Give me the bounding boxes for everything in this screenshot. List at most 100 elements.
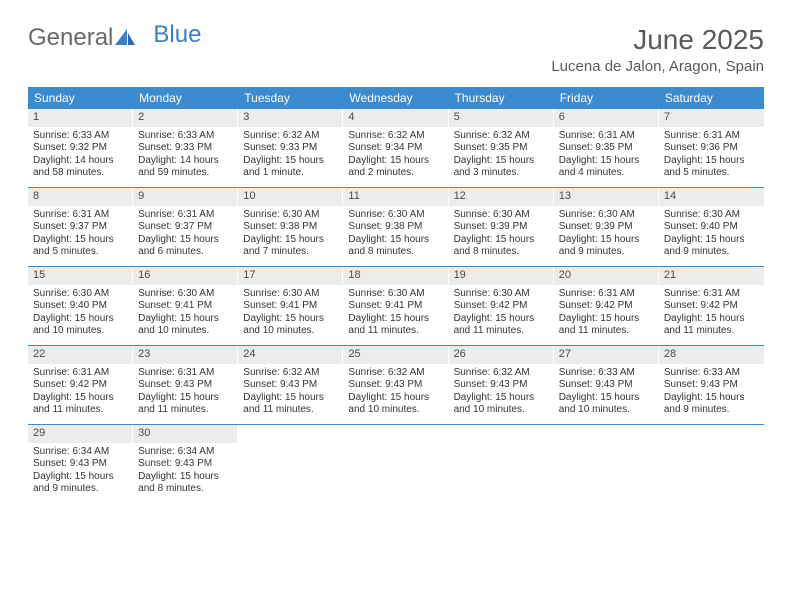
day-body: Sunrise: 6:30 AMSunset: 9:42 PMDaylight:… [449,285,554,344]
sunset-line: Sunset: 9:43 PM [138,458,233,471]
day-number: 14 [659,188,764,206]
week-row: 29Sunrise: 6:34 AMSunset: 9:43 PMDayligh… [28,425,764,503]
day-cell: 24Sunrise: 6:32 AMSunset: 9:43 PMDayligh… [238,346,343,424]
sunset-line: Sunset: 9:37 PM [138,221,233,234]
sunrise-line: Sunrise: 6:32 AM [454,367,549,380]
day-number: 23 [133,346,238,364]
day-number: 12 [449,188,554,206]
day-body: Sunrise: 6:34 AMSunset: 9:43 PMDaylight:… [133,443,238,502]
sunrise-line: Sunrise: 6:30 AM [138,288,233,301]
sunset-line: Sunset: 9:43 PM [243,379,338,392]
daylight-line: Daylight: 15 hours and 5 minutes. [33,234,128,259]
day-cell: 12Sunrise: 6:30 AMSunset: 9:39 PMDayligh… [449,188,554,266]
sunset-line: Sunset: 9:43 PM [664,379,759,392]
day-number: 22 [28,346,133,364]
day-body: Sunrise: 6:31 AMSunset: 9:42 PMDaylight:… [659,285,764,344]
weekday-sat: Saturday [659,87,764,109]
day-body: Sunrise: 6:30 AMSunset: 9:39 PMDaylight:… [554,206,659,265]
sunrise-line: Sunrise: 6:30 AM [664,209,759,222]
logo-text-blue: Blue [153,21,201,49]
week-row: 1Sunrise: 6:33 AMSunset: 9:32 PMDaylight… [28,109,764,188]
sunset-line: Sunset: 9:40 PM [664,221,759,234]
day-body: Sunrise: 6:31 AMSunset: 9:37 PMDaylight:… [28,206,133,265]
day-cell: 17Sunrise: 6:30 AMSunset: 9:41 PMDayligh… [238,267,343,345]
day-cell: 23Sunrise: 6:31 AMSunset: 9:43 PMDayligh… [133,346,238,424]
daylight-line: Daylight: 15 hours and 9 minutes. [664,234,759,259]
daylight-line: Daylight: 15 hours and 5 minutes. [664,155,759,180]
daylight-line: Daylight: 15 hours and 8 minutes. [138,471,233,496]
day-body: Sunrise: 6:30 AMSunset: 9:38 PMDaylight:… [343,206,448,265]
day-number: 30 [133,425,238,443]
sunrise-line: Sunrise: 6:32 AM [454,130,549,143]
sunset-line: Sunset: 9:35 PM [559,142,654,155]
day-body: Sunrise: 6:31 AMSunset: 9:37 PMDaylight:… [133,206,238,265]
sunset-line: Sunset: 9:33 PM [138,142,233,155]
day-number: 27 [554,346,659,364]
daylight-line: Daylight: 15 hours and 11 minutes. [559,313,654,338]
day-cell: 22Sunrise: 6:31 AMSunset: 9:42 PMDayligh… [28,346,133,424]
sunrise-line: Sunrise: 6:33 AM [33,130,128,143]
day-number: 5 [449,109,554,127]
day-cell: 4Sunrise: 6:32 AMSunset: 9:34 PMDaylight… [343,109,448,187]
sunrise-line: Sunrise: 6:30 AM [348,209,443,222]
day-body: Sunrise: 6:32 AMSunset: 9:43 PMDaylight:… [449,364,554,423]
sunset-line: Sunset: 9:42 PM [664,300,759,313]
daylight-line: Daylight: 15 hours and 11 minutes. [454,313,549,338]
day-number: 24 [238,346,343,364]
sunset-line: Sunset: 9:42 PM [559,300,654,313]
logo-text-gray: General [28,24,113,52]
daylight-line: Daylight: 15 hours and 10 minutes. [559,392,654,417]
daylight-line: Daylight: 14 hours and 58 minutes. [33,155,128,180]
sunrise-line: Sunrise: 6:30 AM [348,288,443,301]
sunrise-line: Sunrise: 6:33 AM [559,367,654,380]
header: General Blue June 2025 Lucena de Jalon, … [28,24,764,75]
day-cell: 10 Sunrise: 6:30 AMSunset: 9:38 PMDayligh… [238,188,343,266]
day-cell: 30Sunrise: 6:34 AMSunset: 9:43 PMDayligh… [133,425,238,503]
day-body: Sunrise: 6:30 AMSunset: 9:41 PMDaylight:… [238,285,343,344]
weekday-thu: Thursday [449,87,554,109]
sunrise-line: Sunrise: 6:30 AM [454,288,549,301]
day-cell: 28Sunrise: 6:33 AMSunset: 9:43 PMDayligh… [659,346,764,424]
day-cell: 18Sunrise: 6:30 AMSunset: 9:41 PMDayligh… [343,267,448,345]
daylight-line: Daylight: 15 hours and 10 minutes. [454,392,549,417]
sunset-line: Sunset: 9:33 PM [243,142,338,155]
day-body: Sunrise: 6:31 AMSunset: 9:42 PMDaylight:… [28,364,133,423]
sunrise-line: Sunrise: 6:32 AM [243,367,338,380]
sunrise-line: Sunrise: 6:32 AM [243,130,338,143]
sunset-line: Sunset: 9:34 PM [348,142,443,155]
day-cell: 21Sunrise: 6:31 AMSunset: 9:42 PMDayligh… [659,267,764,345]
calendar: Sunday Monday Tuesday Wednesday Thursday… [28,87,764,503]
daylight-line: Daylight: 15 hours and 9 minutes. [664,392,759,417]
day-cell: 8Sunrise: 6:31 AMSunset: 9:37 PMDaylight… [28,188,133,266]
weekday-tue: Tuesday [238,87,343,109]
sunrise-line: Sunrise: 6:31 AM [664,130,759,143]
sunrise-line: Sunrise: 6:30 AM [559,209,654,222]
day-cell: 14 Sunrise: 6:30 AMSunset: 9:40 PMDayligh… [659,188,764,266]
day-cell: 25Sunrise: 6:32 AMSunset: 9:43 PMDayligh… [343,346,448,424]
daylight-line: Daylight: 15 hours and 9 minutes. [559,234,654,259]
sunset-line: Sunset: 9:40 PM [33,300,128,313]
daylight-line: Daylight: 14 hours and 59 minutes. [138,155,233,180]
day-cell: 5Sunrise: 6:32 AMSunset: 9:35 PMDaylight… [449,109,554,187]
day-body: Sunrise: 6:33 AMSunset: 9:32 PMDaylight:… [28,127,133,186]
day-number: 18 [343,267,448,285]
day-body: Sunrise: 6:32 AMSunset: 9:33 PMDaylight:… [238,127,343,186]
sunrise-line: Sunrise: 6:34 AM [33,446,128,459]
sunset-line: Sunset: 9:43 PM [33,458,128,471]
sunrise-line: Sunrise: 6:34 AM [138,446,233,459]
day-number: 20 [554,267,659,285]
day-cell [449,425,554,503]
day-number: 10 [238,188,343,206]
day-cell: 20Sunrise: 6:31 AMSunset: 9:42 PMDayligh… [554,267,659,345]
sunrise-line: Sunrise: 6:31 AM [138,209,233,222]
day-cell: 1Sunrise: 6:33 AMSunset: 9:32 PMDaylight… [28,109,133,187]
sunset-line: Sunset: 9:38 PM [243,221,338,234]
day-cell: 13Sunrise: 6:30 AMSunset: 9:39 PMDayligh… [554,188,659,266]
daylight-line: Daylight: 15 hours and 7 minutes. [243,234,338,259]
sunset-line: Sunset: 9:39 PM [454,221,549,234]
daylight-line: Daylight: 15 hours and 10 minutes. [348,392,443,417]
week-row: 22Sunrise: 6:31 AMSunset: 9:42 PMDayligh… [28,346,764,425]
sunrise-line: Sunrise: 6:30 AM [243,209,338,222]
sunset-line: Sunset: 9:38 PM [348,221,443,234]
day-cell: 6Sunrise: 6:31 AMSunset: 9:35 PMDaylight… [554,109,659,187]
